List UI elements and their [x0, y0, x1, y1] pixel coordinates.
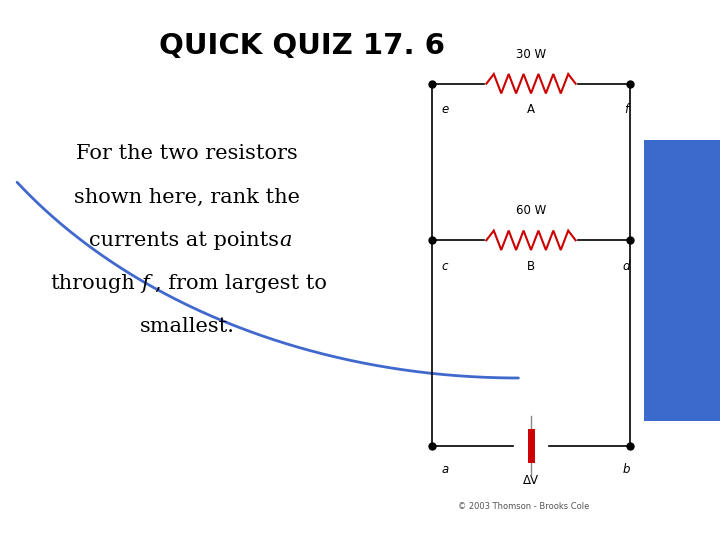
Text: a: a — [279, 231, 292, 250]
Text: QUICK QUIZ 17. 6: QUICK QUIZ 17. 6 — [159, 32, 446, 60]
Text: d: d — [623, 260, 630, 273]
Text: through: through — [50, 274, 135, 293]
Text: a: a — [441, 463, 449, 476]
Text: For the two resistors: For the two resistors — [76, 144, 298, 164]
Text: c: c — [441, 260, 449, 273]
Text: , from largest to: , from largest to — [155, 274, 327, 293]
Text: f: f — [624, 103, 629, 116]
Text: A: A — [527, 103, 535, 116]
Text: smallest.: smallest. — [140, 317, 235, 336]
Text: 60 W: 60 W — [516, 204, 546, 217]
Text: B: B — [527, 260, 535, 273]
Text: shown here, rank the: shown here, rank the — [74, 187, 300, 207]
Text: 30 W: 30 W — [516, 48, 546, 60]
Text: b: b — [623, 463, 630, 476]
Text: e: e — [441, 103, 449, 116]
Text: currents at points: currents at points — [89, 231, 279, 250]
Text: © 2003 Thomson - Brooks Cole: © 2003 Thomson - Brooks Cole — [458, 502, 590, 511]
Text: f: f — [141, 274, 149, 293]
Text: ΔV: ΔV — [523, 474, 539, 487]
Bar — [644, 140, 720, 421]
